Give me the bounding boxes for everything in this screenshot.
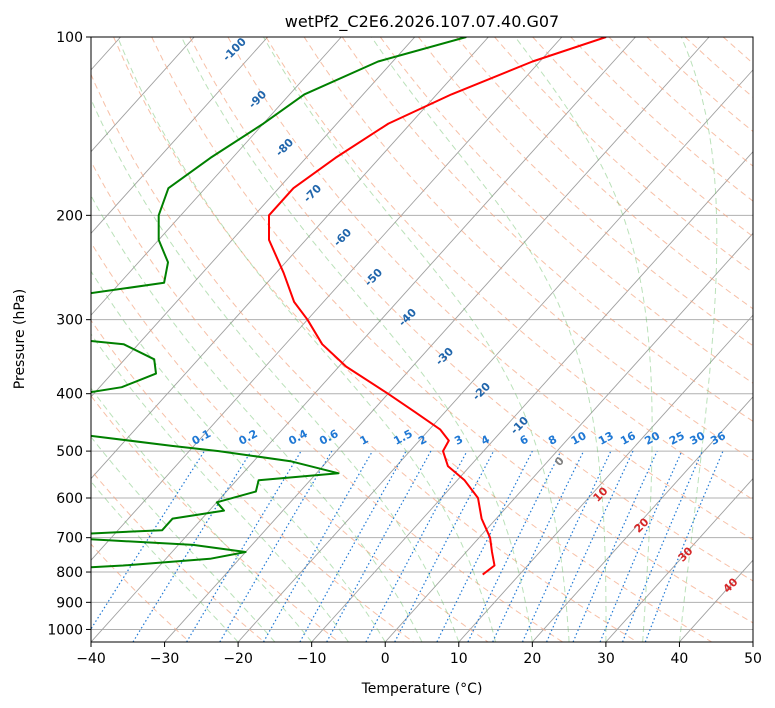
isotherm-line <box>91 37 416 398</box>
isotherm-line <box>164 37 710 642</box>
y-tick-label: 300 <box>56 313 83 329</box>
mixing-ratio-label: 25 <box>667 429 687 448</box>
y-tick-label: 600 <box>56 491 83 507</box>
x-tick-label: 20 <box>523 651 541 667</box>
moist-adiabat-line <box>91 270 386 642</box>
x-tick-label: −20 <box>223 651 253 667</box>
isotherm-line <box>605 477 753 642</box>
isotherm-line <box>91 37 489 480</box>
dry-adiabat-line <box>341 37 753 422</box>
x-tick-label: 0 <box>381 651 390 667</box>
x-axis: −40 −30 −20 −10 0 10 20 30 40 50 <box>76 642 762 667</box>
dry-adiabat-line <box>265 37 753 501</box>
temperature-profile <box>268 37 607 576</box>
plot-area: -100-90-80-70-60-50-40-30-20-10010203040… <box>91 37 753 642</box>
isotherm-grid <box>91 37 753 642</box>
mixing-ratio-line <box>599 450 683 642</box>
mixing-ratio-label: 20 <box>642 429 662 448</box>
x-axis-label: Temperature (°C) <box>361 681 483 697</box>
isobar-grid <box>91 37 753 630</box>
moist-adiabat-line <box>91 98 460 642</box>
moist-adiabat-line <box>91 480 239 642</box>
isotherm-line <box>384 232 753 642</box>
sounding-profiles <box>91 37 607 576</box>
x-tick-label: −40 <box>76 651 106 667</box>
dry-adiabats <box>91 37 753 642</box>
mixing-ratio-line <box>572 450 658 642</box>
isotherm-line <box>91 37 195 153</box>
y-tick-label: 1000 <box>47 622 83 638</box>
moist-adiabat-line <box>181 37 533 642</box>
moist-adiabat-line <box>91 436 276 642</box>
mixing-ratio-label: 13 <box>596 429 616 448</box>
mixing-ratio-line <box>132 450 252 642</box>
isotherm-line <box>237 69 753 642</box>
x-tick-label: 10 <box>450 651 468 667</box>
dry-adiabat-line <box>91 469 265 642</box>
mixing-ratio-line <box>326 450 432 642</box>
dry-adiabat-line <box>113 37 713 642</box>
y-tick-label: 700 <box>56 531 83 547</box>
moist-adiabat-line <box>91 387 313 642</box>
y-axis: 100 200 300 400 500 600 700 800 900 1000 <box>47 30 91 638</box>
mixing-ratio-line <box>622 450 703 642</box>
dewpoint-profile <box>91 37 467 569</box>
y-axis-label: Pressure (hPa) <box>12 289 28 389</box>
isotherm-line <box>458 314 753 642</box>
mixing-ratio-labels: 0.1 0.2 0.4 0.6 1 1.5 2 3 4 6 8 10 13 16 20 25 30 36 <box>190 427 729 448</box>
moist-adiabat-line <box>678 37 718 642</box>
mixing-ratio-label: 30 <box>688 429 708 448</box>
dry-adiabat-line <box>303 37 753 461</box>
dry-adiabat-line <box>91 160 563 642</box>
x-tick-label: 50 <box>744 651 762 667</box>
isotherm-line <box>91 37 342 316</box>
x-tick-label: 30 <box>597 651 615 667</box>
moist-adiabat-line <box>91 333 349 642</box>
y-tick-label: 800 <box>56 565 83 581</box>
isotherm-line <box>91 37 636 642</box>
moist-adiabats <box>91 37 718 642</box>
mixing-ratio-line <box>546 450 634 642</box>
x-tick-label: −30 <box>150 651 180 667</box>
x-tick-label: −10 <box>297 651 327 667</box>
dry-adiabat-line <box>189 37 753 582</box>
mixing-ratio-label: 36 <box>708 429 728 448</box>
dry-adiabat-line <box>91 319 414 642</box>
y-tick-label: 400 <box>56 387 83 403</box>
y-tick-label: 900 <box>56 595 83 611</box>
moist-adiabat-line <box>514 37 653 642</box>
moist-adiabat-line <box>263 37 570 642</box>
chart-title: wetPf2_C2E6.2026.107.07.40.G07 <box>285 12 559 32</box>
dry-adiabat-line <box>91 73 638 642</box>
y-tick-label: 500 <box>56 444 83 460</box>
mixing-ratio-label: 16 <box>618 429 638 448</box>
x-tick-label: 40 <box>671 651 689 667</box>
dry-adiabat-line <box>151 37 753 624</box>
dry-adiabat-line <box>91 241 489 642</box>
moist-adiabat-line <box>117 37 497 642</box>
y-tick-label: 100 <box>56 30 83 46</box>
isotherm-line <box>91 37 269 235</box>
mixing-ratio-line <box>436 450 533 642</box>
mixing-ratio-line <box>365 450 468 642</box>
mixing-ratio-line <box>644 450 724 642</box>
y-tick-label: 200 <box>56 208 83 224</box>
mixing-ratio-label: 10 <box>569 429 589 448</box>
mixing-ratio-line <box>299 450 407 642</box>
isotherm-line <box>531 396 753 642</box>
plot-frame <box>90 36 754 643</box>
moist-adiabat-line <box>371 37 607 642</box>
